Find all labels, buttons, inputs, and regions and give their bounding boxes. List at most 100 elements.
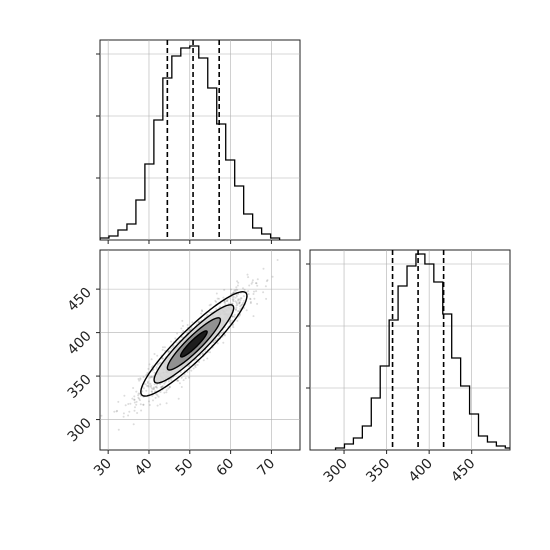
- scatter-point: [156, 394, 159, 397]
- scatter-point: [135, 390, 138, 393]
- scatter-point: [117, 400, 120, 403]
- scatter-point: [232, 300, 235, 303]
- scatter-point: [146, 371, 149, 374]
- scatter-point: [213, 341, 216, 344]
- scatter-point: [187, 376, 190, 379]
- scatter-point: [156, 386, 158, 389]
- scatter-point: [100, 414, 103, 417]
- scatter-point: [156, 404, 159, 407]
- scatter-point: [124, 404, 127, 407]
- scatter-contour-panel-xtick-label-0: 30: [91, 456, 115, 480]
- scatter-point: [148, 404, 151, 406]
- scatter-point: [228, 297, 231, 300]
- scatter-point: [161, 357, 164, 360]
- scatter-point: [265, 280, 268, 283]
- scatter-point: [133, 401, 136, 404]
- histogram-panel-param-1-quantiles: [166, 40, 220, 240]
- scatter-point: [228, 320, 231, 323]
- scatter-point: [233, 289, 236, 292]
- scatter-point: [231, 298, 234, 301]
- scatter-point: [181, 319, 184, 322]
- scatter-point: [167, 350, 170, 353]
- scatter-point: [176, 379, 179, 382]
- scatter-point: [156, 354, 159, 357]
- scatter-point: [200, 312, 203, 315]
- scatter-point: [159, 383, 162, 385]
- scatter-point: [127, 414, 130, 417]
- scatter-point: [255, 290, 258, 293]
- scatter-point: [223, 301, 226, 304]
- scatter-point: [172, 344, 175, 347]
- scatter-point: [133, 398, 136, 401]
- scatter-point: [249, 297, 252, 300]
- scatter-point: [235, 301, 238, 304]
- scatter-point: [234, 289, 237, 292]
- scatter-point: [239, 299, 242, 302]
- scatter-point: [159, 391, 162, 393]
- scatter-point: [176, 379, 179, 382]
- scatter-point: [238, 302, 241, 304]
- scatter-point: [135, 403, 138, 406]
- scatter-point: [234, 300, 237, 303]
- scatter-point: [169, 378, 172, 381]
- scatter-point: [245, 309, 248, 312]
- scatter-point: [237, 299, 240, 302]
- scatter-point: [161, 385, 164, 388]
- scatter-point: [242, 295, 245, 298]
- scatter-point: [156, 383, 159, 386]
- scatter-point: [247, 276, 250, 279]
- scatter-point: [154, 390, 156, 393]
- scatter-point: [155, 385, 158, 388]
- scatter-point: [122, 415, 125, 418]
- scatter-point: [170, 379, 173, 382]
- scatter-point: [156, 363, 159, 366]
- scatter-point: [161, 357, 164, 360]
- scatter-point: [137, 394, 140, 397]
- scatter-point: [132, 423, 135, 426]
- scatter-point: [139, 378, 142, 381]
- scatter-contour-panel-ytick-label-2: 400: [65, 328, 95, 358]
- scatter-contour-panel-xtick-label-2: 50: [173, 456, 197, 480]
- scatter-point: [147, 367, 150, 370]
- histogram-panel-param-1-ticks: [96, 53, 272, 244]
- histogram-panel-param-1-grid: [100, 40, 300, 240]
- scatter-point: [194, 366, 197, 369]
- scatter-contour-panel-xtick-label-1: 40: [132, 456, 156, 480]
- scatter-point: [153, 383, 156, 386]
- scatter-point: [235, 306, 238, 309]
- scatter-contour-panel-ytick-label-3: 450: [65, 285, 95, 315]
- scatter-point: [238, 314, 241, 317]
- scatter-point: [137, 396, 140, 399]
- scatter-point: [163, 346, 166, 349]
- scatter-point: [186, 324, 189, 326]
- scatter-point: [200, 309, 203, 312]
- scatter-point: [170, 340, 172, 343]
- scatter-point: [218, 297, 220, 300]
- scatter-point: [214, 299, 217, 302]
- scatter-point: [226, 298, 229, 301]
- scatter-point: [229, 322, 232, 325]
- scatter-point: [242, 301, 244, 304]
- scatter-point: [182, 325, 184, 327]
- scatter-point: [160, 385, 163, 388]
- contour-group: [140, 291, 248, 397]
- scatter-point: [237, 281, 240, 284]
- scatter-point: [210, 311, 213, 314]
- scatter-point: [150, 384, 153, 387]
- scatter-point: [217, 335, 220, 338]
- scatter-point: [184, 377, 187, 380]
- scatter-point: [177, 397, 180, 400]
- scatter-point: [238, 301, 241, 303]
- histogram-panel-param-2-ticks: [306, 263, 473, 454]
- scatter-point: [221, 331, 224, 334]
- scatter-point: [149, 376, 152, 379]
- scatter-point: [255, 282, 257, 285]
- scatter-point: [149, 376, 151, 379]
- scatter-point: [236, 284, 239, 287]
- scatter-point: [182, 330, 185, 332]
- scatter-point: [264, 285, 267, 288]
- scatter-point: [251, 281, 254, 284]
- scatter-point: [216, 297, 219, 300]
- histogram-panel-param-2-grid: [310, 250, 510, 450]
- contour-level-3: [179, 330, 208, 358]
